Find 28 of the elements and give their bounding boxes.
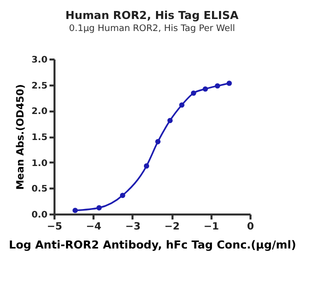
point [72, 208, 78, 214]
chart-title: Human ROR2, His Tag ELISA [65, 9, 240, 22]
x-tick-label: −5 [46, 222, 62, 232]
y-tick-label: 0.0 [32, 210, 48, 220]
x-tick-label: −4 [86, 222, 102, 232]
y-tick-label: 3.0 [32, 56, 48, 66]
point [96, 205, 102, 210]
point [179, 102, 184, 108]
y-tick-label: 2.0 [32, 107, 48, 118]
x-axis-title: Log Anti-ROR2 Antibody, hFc Tag Conc.(μg/ml) [8, 238, 296, 252]
point [120, 192, 126, 198]
x-tick-label: −1 [204, 222, 220, 232]
point [214, 83, 220, 89]
x-tick-label: −3 [125, 222, 141, 232]
point [190, 90, 196, 96]
chart-subtitle: 0.1μg Human ROR2, His Tag Per Well [69, 24, 235, 34]
point [226, 80, 232, 86]
point [167, 118, 173, 124]
x-tick-label: −2 [164, 222, 180, 232]
point [144, 163, 150, 169]
y-tick-label: 1.5 [32, 133, 48, 143]
y-axis-title: Mean Abs.(OD450) [16, 84, 27, 190]
point [155, 139, 161, 144]
point [202, 86, 208, 92]
y-tick-label: 1.0 [32, 158, 48, 169]
x-tick-label: 0 [247, 222, 254, 232]
y-tick-label: 2.5 [32, 81, 48, 92]
y-tick-label: 0.5 [32, 184, 48, 195]
